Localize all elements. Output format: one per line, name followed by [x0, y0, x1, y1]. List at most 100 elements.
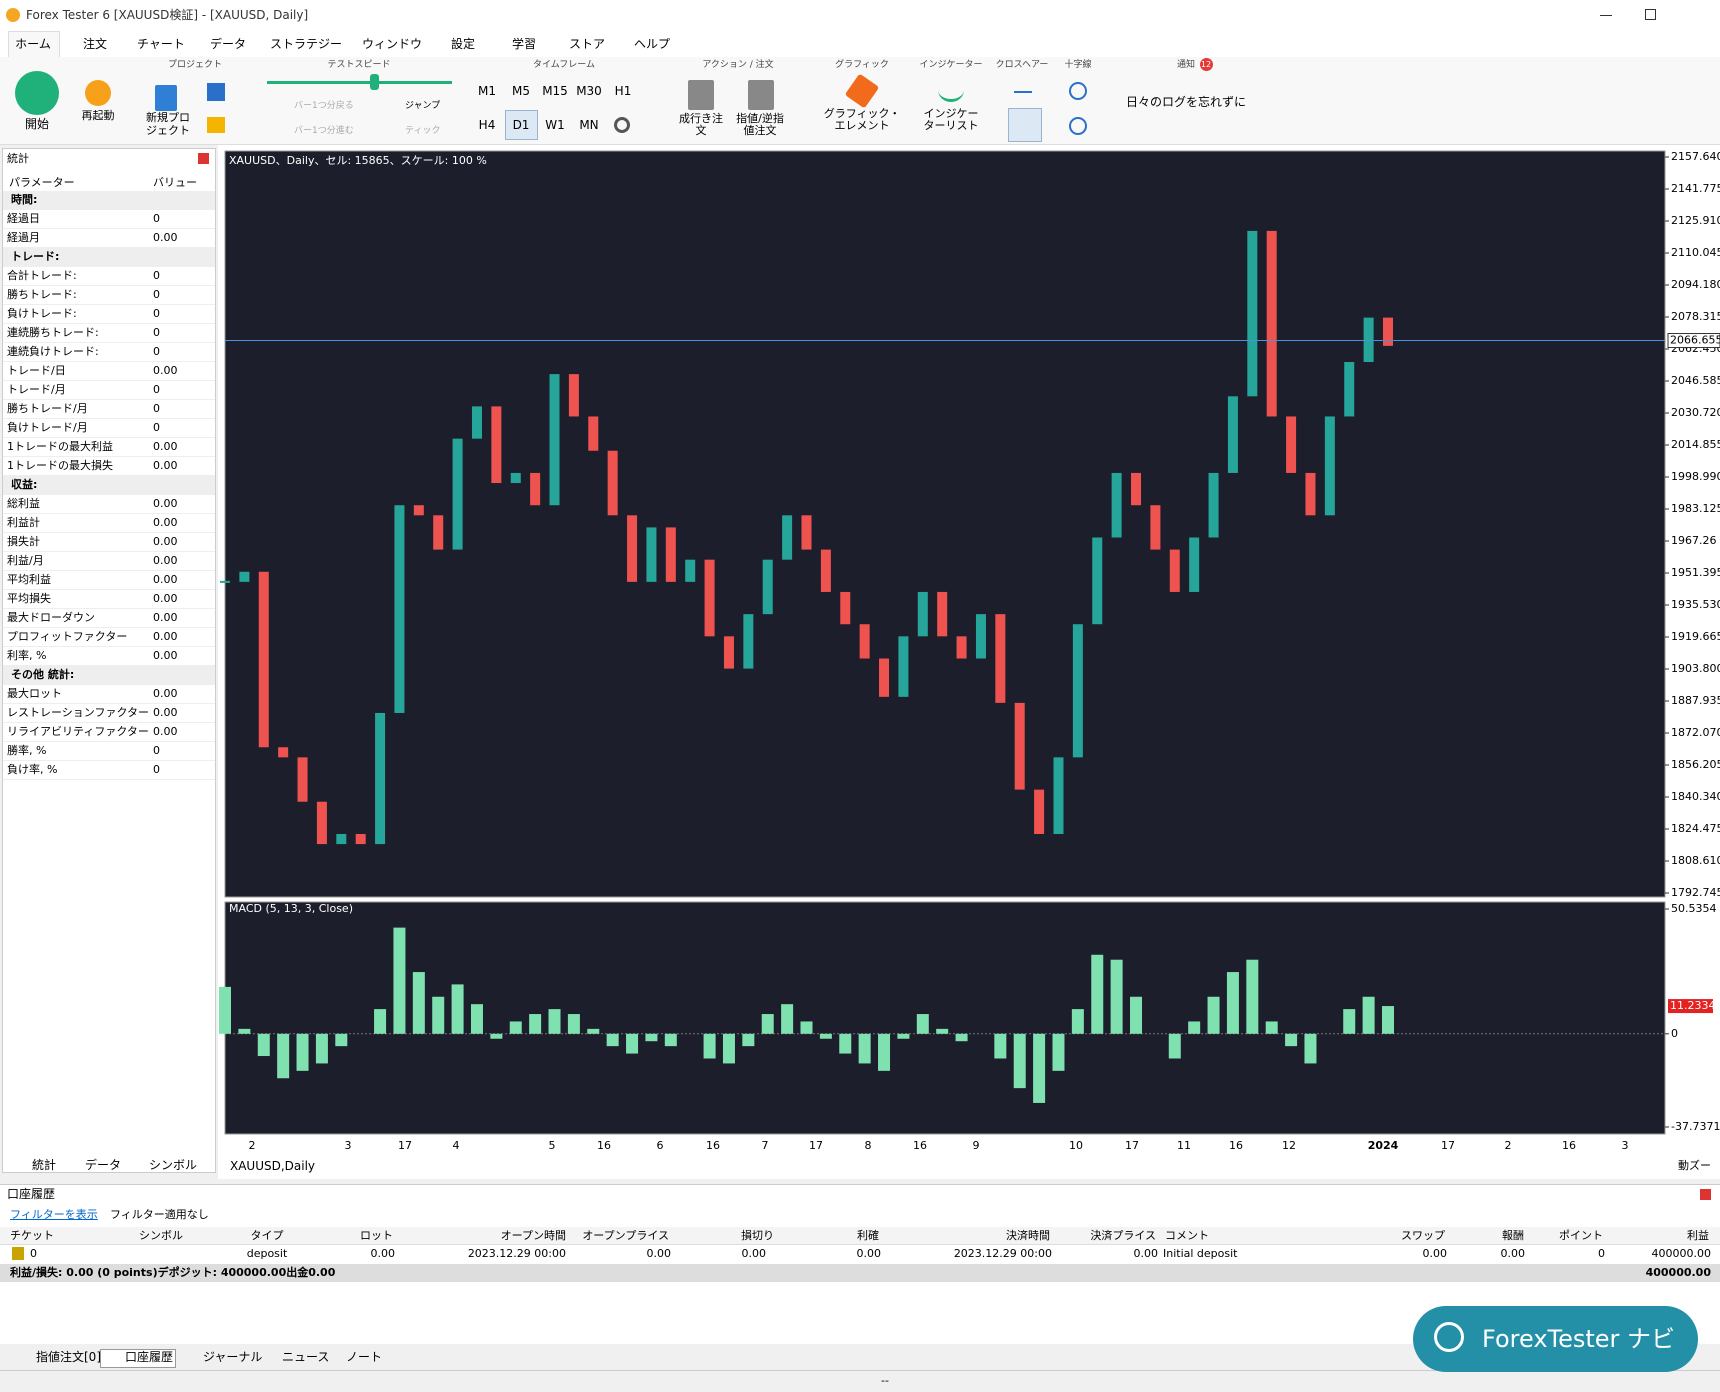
macd-bar: [219, 986, 231, 1034]
stats-close[interactable]: [198, 153, 209, 164]
save-icon[interactable]: [207, 83, 225, 101]
speed-back[interactable]: バー1つ分戻る: [294, 101, 354, 111]
menu-item[interactable]: 注文: [82, 37, 108, 51]
graphic-label[interactable]: グラフィック・: [823, 107, 901, 120]
start-icon[interactable]: [15, 71, 59, 115]
stats-label: 損失計: [7, 535, 40, 548]
macd-bar: [742, 1033, 755, 1047]
crosshair-icon[interactable]: [1014, 91, 1032, 93]
stats-value: 0.00: [153, 592, 178, 605]
menu-item[interactable]: ウィンドウ: [361, 37, 423, 51]
bottom-tab[interactable]: 指値注文[0]: [36, 1350, 101, 1364]
navi-label[interactable]: ForexTester ナビ: [1482, 1325, 1676, 1353]
candle: [549, 374, 560, 506]
stats-tab[interactable]: データ: [84, 1158, 122, 1172]
timeframe-button[interactable]: MN: [579, 118, 599, 132]
menu-item[interactable]: ストラテジー: [269, 37, 343, 51]
market-order-label[interactable]: 成行き注: [679, 112, 723, 125]
new-project-icon[interactable]: [155, 85, 177, 111]
menu-item[interactable]: ストア: [568, 37, 606, 51]
stats-label: 連続負けトレード:: [7, 345, 99, 358]
menu-item[interactable]: チャート: [137, 37, 185, 51]
stats-label: 1トレードの最大損失: [7, 459, 113, 472]
column-header: ロット: [360, 1229, 393, 1242]
open-icon[interactable]: [207, 117, 225, 133]
speed-jump[interactable]: ジャンプ: [405, 101, 441, 111]
speed-forward[interactable]: バー1つ分進む: [294, 126, 354, 136]
bottom-tab[interactable]: 口座履歴: [125, 1350, 174, 1364]
navi-icon: [1434, 1322, 1464, 1352]
bottom-tab[interactable]: ニュース: [282, 1350, 330, 1364]
new-project-label[interactable]: ジェクト: [146, 124, 190, 137]
speed-knob[interactable]: [370, 74, 379, 90]
tf-settings[interactable]: [614, 117, 630, 133]
start-label[interactable]: 開始: [24, 117, 50, 131]
menu-active: [8, 31, 60, 57]
filter-link[interactable]: フィルターを表示: [10, 1208, 98, 1221]
candle: [1286, 416, 1297, 473]
macd-bar: [936, 1028, 949, 1034]
candle: [510, 472, 521, 484]
stats-value: 0.00: [153, 459, 178, 472]
candle: [316, 801, 327, 845]
stats-section-label: 収益:: [11, 478, 38, 491]
timeframe-button[interactable]: M1: [478, 84, 496, 98]
group-label: グラフィック: [835, 60, 889, 70]
macd-bar: [529, 1014, 542, 1034]
limit-order-label[interactable]: 指値/逆指: [736, 112, 784, 125]
minimize[interactable]: [1600, 15, 1612, 16]
menu-item[interactable]: データ: [209, 37, 247, 51]
stats-label: 利率, %: [7, 649, 47, 662]
candle: [762, 559, 773, 615]
candle: [278, 747, 289, 758]
indicator-label[interactable]: インジケー: [923, 107, 979, 120]
zoom-out[interactable]: [1069, 117, 1087, 135]
timeframe-button[interactable]: H1: [614, 84, 632, 98]
market-order-icon[interactable]: [688, 80, 714, 110]
bottom-tab[interactable]: ジャーナル: [203, 1350, 263, 1364]
stats-value: 0.00: [153, 231, 178, 244]
macd-bar: [916, 1014, 929, 1034]
stats-tab[interactable]: 統計: [31, 1158, 57, 1172]
x-tick-label: 10: [1069, 1139, 1083, 1152]
column-header: 報酬: [1502, 1229, 1524, 1242]
crosshair-selected[interactable]: [1008, 108, 1042, 142]
indicator-icon[interactable]: [938, 78, 964, 102]
stats-row: [3, 438, 215, 457]
timeframe-button[interactable]: M5: [512, 84, 530, 98]
stats-value: 0: [153, 212, 160, 225]
history-close[interactable]: [1700, 1189, 1711, 1200]
column-header: オープンプライス: [582, 1229, 669, 1242]
macd-bar: [703, 1033, 716, 1059]
auto-zoom[interactable]: 動ズー: [1678, 1159, 1711, 1172]
market-order-label[interactable]: 文: [695, 124, 707, 137]
menu-item[interactable]: ヘルプ: [633, 37, 671, 51]
timeframe-button[interactable]: M15: [542, 84, 568, 98]
new-project-label[interactable]: 新規プロ: [146, 111, 190, 124]
timeframe-button[interactable]: D1: [512, 118, 530, 132]
group-label: テストスピード: [327, 60, 391, 70]
bottom-tab[interactable]: ノート: [346, 1350, 383, 1364]
limit-order-label[interactable]: 値注文: [743, 124, 777, 137]
maximize[interactable]: [1645, 9, 1656, 20]
zoom-in[interactable]: [1069, 82, 1087, 100]
menu-item[interactable]: ホーム: [15, 37, 51, 51]
timeframe-button[interactable]: W1: [545, 118, 565, 132]
chart-tab[interactable]: XAUUSD,Daily: [230, 1159, 316, 1173]
indicator-label[interactable]: ターリスト: [923, 119, 979, 132]
stats-tab[interactable]: シンボル: [148, 1158, 198, 1172]
speed-tick[interactable]: ティック: [405, 126, 441, 136]
graphic-label[interactable]: エレメント: [834, 119, 890, 132]
candle: [239, 571, 250, 582]
timeframe-button[interactable]: H4: [478, 118, 496, 132]
menu-item[interactable]: 学習: [511, 37, 537, 51]
menu-item[interactable]: 設定: [450, 37, 476, 51]
candle: [685, 559, 696, 582]
restart-label[interactable]: 再起動: [81, 109, 115, 122]
macd-bar: [1130, 996, 1143, 1034]
macd-bar: [1265, 1021, 1278, 1034]
limit-order-icon[interactable]: [748, 80, 774, 110]
timeframe-button[interactable]: M30: [576, 84, 602, 98]
restart-icon[interactable]: [85, 80, 111, 106]
x-tick-label: 17: [1125, 1139, 1139, 1152]
